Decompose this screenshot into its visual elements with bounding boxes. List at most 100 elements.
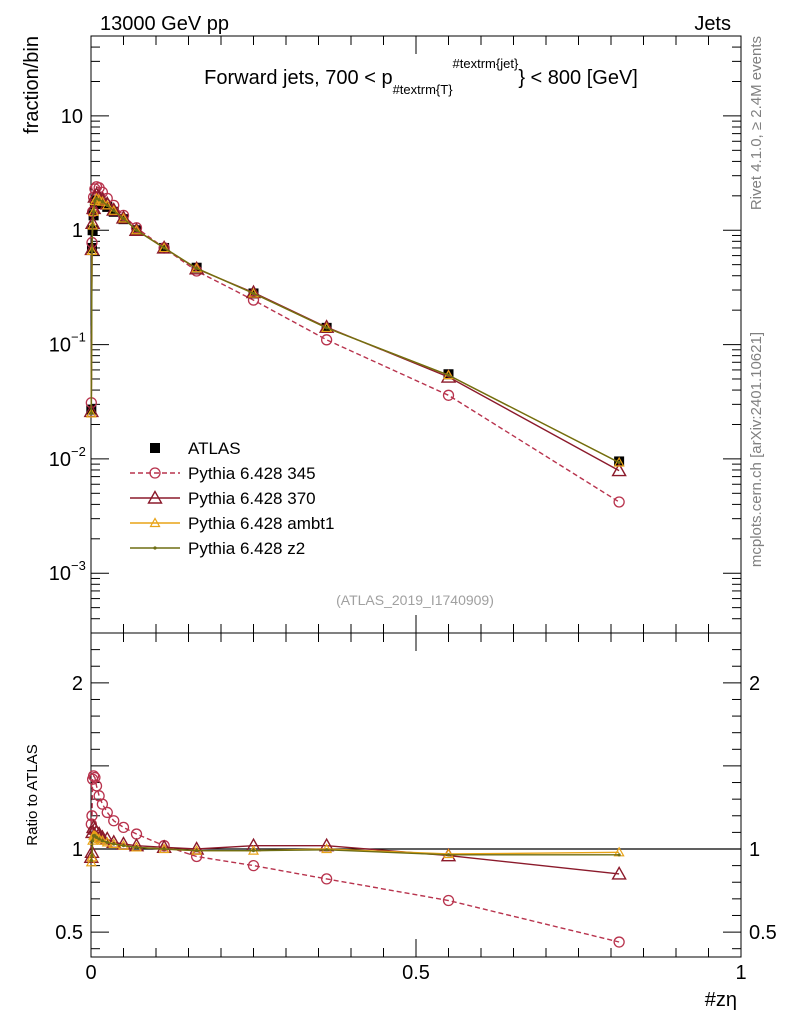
series-pythia-6-428-ambt1 — [85, 192, 625, 467]
data-point-pythia-6-428-345 — [247, 859, 260, 872]
data-point-pythia-6-428-z2 — [100, 839, 104, 843]
data-point-pythia-6-428-345 — [247, 294, 260, 306]
main-series-group — [83, 181, 627, 508]
data-point-pythia-6-428-z2 — [121, 216, 126, 220]
data-point-pythia-6-428-z2 — [617, 460, 621, 465]
ratio-frame-border — [90, 632, 742, 958]
series-pythia-6-428-370 — [83, 186, 627, 477]
data-point-pythia-6-428-370 — [156, 240, 172, 254]
data-point-pythia-6-428-ambt1 — [158, 242, 170, 253]
data-point-pythia-6-428-345 — [613, 936, 625, 948]
data-point-pythia-6-428-z2 — [112, 209, 116, 213]
data-point-pythia-6-428-z2 — [617, 853, 621, 857]
data-point-pythia-6-428-345 — [613, 496, 625, 508]
legend-marker-pythia-6-428-345 — [149, 467, 161, 479]
legend-marker-pythia-6-428-ambt1 — [149, 517, 161, 528]
data-point-pythia-6-428-z2 — [134, 228, 139, 232]
data-point-pythia-6-428-345 — [117, 821, 130, 834]
data-point-pythia-6-428-ambt1 — [117, 212, 130, 223]
data-point-pythia-6-428-z2 — [94, 835, 99, 839]
data-point-pythia-6-428-ambt1 — [90, 192, 103, 203]
data-point-pythia-6-428-z2 — [105, 203, 109, 207]
data-point-pythia-6-428-z2 — [89, 859, 93, 863]
data-point-pythia-6-428-ambt1 — [442, 848, 455, 859]
data-point-pythia-6-428-ambt1 — [101, 199, 113, 210]
legend-label-atlas: ATLAS — [188, 439, 241, 458]
data-point-pythia-6-428-370 — [611, 866, 627, 880]
data-point-pythia-6-428-ambt1 — [96, 195, 108, 206]
data-point-pythia-6-428-z2 — [162, 847, 166, 851]
data-point-pythia-6-428-345 — [89, 771, 101, 784]
main-y-tick-exponent: −1 — [71, 330, 86, 345]
series-line-pythia-6-428-ambt1 — [90, 197, 620, 464]
data-point-pythia-6-428-z2 — [89, 411, 93, 415]
plot-title-main: Forward jets, 700 < p — [204, 67, 392, 89]
data-point-pythia-6-428-z2 — [134, 845, 139, 849]
main-y-tick-exponent: −2 — [71, 444, 86, 459]
ratio-y-tick-label-right: 2 — [749, 673, 760, 695]
analysis-tag: (ATLAS_2019_I1740909) — [336, 592, 494, 608]
data-point-pythia-6-428-370 — [611, 462, 627, 477]
data-point-pythia-6-428-z2 — [90, 249, 94, 253]
data-point-pythia-6-428-z2 — [90, 854, 94, 858]
data-point-pythia-6-428-345 — [442, 389, 455, 401]
data-point-pythia-6-428-z2 — [91, 839, 95, 843]
series-line-pythia-6-428-345 — [90, 774, 620, 943]
data-point-pythia-6-428-z2 — [446, 853, 451, 857]
series-atlas — [86, 196, 625, 467]
legend-label-pythia-6-428-345: Pythia 6.428 345 — [188, 464, 316, 483]
data-point-pythia-6-428-z2 — [121, 844, 126, 848]
data-point-pythia-6-428-z2 — [100, 200, 104, 204]
data-point-pythia-6-428-z2 — [251, 849, 256, 853]
data-point-pythia-6-428-z2 — [325, 326, 329, 330]
ratio-series-group — [83, 770, 627, 948]
side-label-top: Rivet 4.1.0, ≥ 2.4M events — [748, 36, 765, 210]
data-point-pythia-6-428-345 — [86, 810, 98, 822]
main-y-tick-label: 10 — [49, 563, 71, 585]
data-point-pythia-6-428-z2 — [94, 196, 99, 200]
ratio-y-tick-label-right: 0.5 — [749, 922, 777, 944]
data-point-pythia-6-428-345 — [101, 806, 113, 819]
header-right: Jets — [694, 13, 731, 35]
data-point-pythia-6-428-z2 — [112, 842, 116, 846]
data-point-pythia-6-428-z2 — [93, 199, 97, 203]
x-axis-label: #zη — [705, 989, 737, 1011]
data-point-pythia-6-428-370 — [188, 260, 205, 275]
main-y-tick-label: 10 — [49, 449, 71, 471]
series-pythia-6-428-345 — [85, 770, 625, 948]
series-line-pythia-6-428-370 — [90, 193, 620, 472]
ratio-y-tick-label: 2 — [72, 673, 83, 695]
data-point-pythia-6-428-345 — [89, 183, 101, 195]
legend-label-pythia-6-428-z2: Pythia 6.428 z2 — [188, 539, 305, 558]
data-point-pythia-6-428-z2 — [97, 837, 101, 841]
data-point-pythia-6-428-370 — [115, 210, 132, 224]
header-left: 13000 GeV pp — [100, 13, 229, 35]
series-pythia-6-428-z2 — [89, 834, 621, 863]
data-point-pythia-6-428-345 — [320, 873, 333, 885]
x-tick-label: 0 — [85, 962, 96, 984]
data-point-pythia-6-428-z2 — [92, 210, 96, 214]
legend-marker-atlas — [150, 443, 160, 453]
ratio-y-tick-label: 1 — [72, 839, 83, 861]
data-point-pythia-6-428-370 — [128, 222, 145, 236]
data-point-pythia-6-428-z2 — [325, 848, 329, 852]
main-y-axis-label: fraction/bin — [21, 36, 43, 134]
main-y-tick-label: 1 — [72, 220, 83, 242]
plot-title-end: } < 800 [GeV] — [518, 67, 638, 89]
data-point-pythia-6-428-345 — [87, 770, 100, 782]
data-point-pythia-6-428-z2 — [251, 291, 256, 296]
main-y-tick-label: 10 — [61, 106, 83, 128]
data-point-pythia-6-428-z2 — [91, 223, 95, 228]
data-point-pythia-6-428-ambt1 — [85, 856, 97, 867]
series-pythia-6-428-345 — [85, 181, 625, 508]
legend-marker-pythia-6-428-z2 — [153, 546, 157, 550]
ratio-plot-frame: 0 0.5 12 21 10.5 0.5 — [55, 632, 777, 984]
plot-title-subscript: #textrm{T} — [393, 82, 454, 97]
data-point-pythia-6-428-345 — [320, 334, 333, 346]
data-point-pythia-6-428-345 — [442, 894, 455, 907]
data-point-pythia-6-428-345 — [96, 798, 109, 810]
legend-marker-pythia-6-428-370 — [147, 490, 163, 504]
plot-title-superscript: #textrm{jet} — [453, 56, 519, 71]
